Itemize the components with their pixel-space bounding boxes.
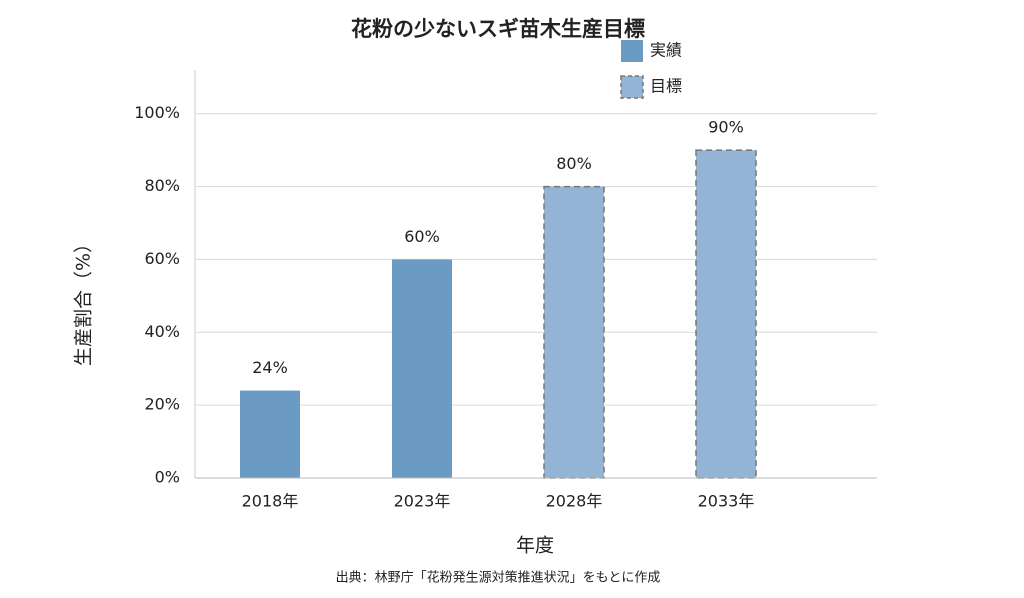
bar [695,149,757,479]
x-tick-label: 2033年 [698,492,755,511]
legend-label: 実績 [650,41,682,60]
bar [392,259,452,478]
x-tick-label: 2018年 [242,492,299,511]
legend-swatch [621,40,643,62]
chart-title: 花粉の少ないスギ苗木生産目標 [351,17,645,41]
source-note: 出典：林野庁「花粉発生源対策推進状況」をもとに作成 [336,570,661,586]
value-label: 80% [556,154,592,173]
value-label: 24% [252,358,288,377]
x-axis-label: 年度 [516,535,554,557]
value-label: 60% [404,227,440,246]
y-axis-label: 生産割合（%） [73,234,95,366]
x-tick-label: 2023年 [394,492,451,511]
y-tick-label: 40% [144,322,180,341]
y-tick-label: 60% [144,249,180,268]
y-tick-label: 80% [144,176,180,195]
value-label: 90% [708,118,744,137]
bar [240,390,300,478]
y-tick-label: 0% [155,468,180,487]
y-tick-label: 20% [144,395,180,414]
x-tick-label: 2028年 [546,492,603,511]
legend-swatch [620,75,644,99]
bar [543,185,605,479]
y-tick-label: 100% [134,103,180,122]
legend-label: 目標 [650,77,682,96]
